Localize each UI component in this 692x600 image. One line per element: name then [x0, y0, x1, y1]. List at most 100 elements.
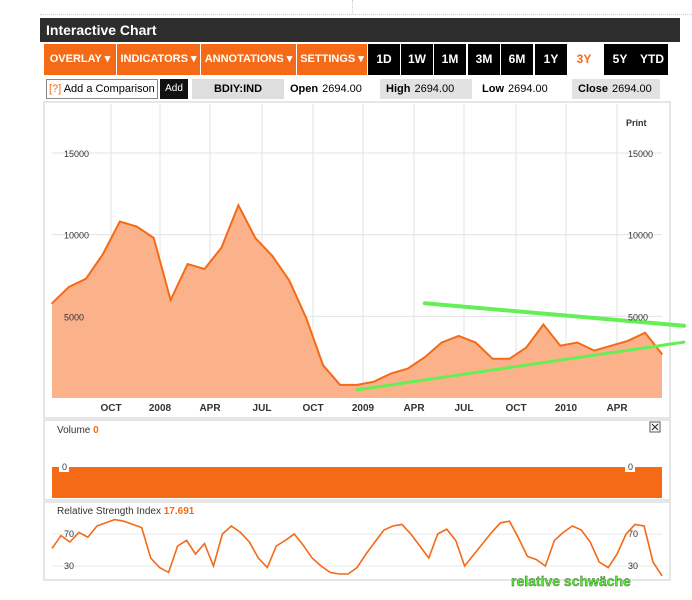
price-area: [51, 202, 663, 398]
price-point: [271, 255, 274, 257]
rsi-tick-label-right: 70: [628, 529, 638, 539]
trendline-lower: [355, 340, 686, 392]
comparison-input[interactable]: [?] Add a Comparison: [46, 79, 158, 99]
close-label: Close: [578, 83, 608, 95]
price-point: [644, 331, 646, 334]
price-point: [440, 341, 443, 344]
price-point: [102, 253, 104, 256]
volume-panel: Volume 00 0: [43, 419, 671, 501]
price-point: [542, 323, 545, 326]
x-tick-label: APR: [403, 403, 425, 414]
range-button-1w[interactable]: 1W: [401, 44, 433, 75]
price-point: [152, 237, 155, 239]
price-point: [237, 204, 240, 207]
volume-label: 0: [628, 462, 633, 472]
settings-menu-button[interactable]: SETTINGS ▾: [297, 44, 368, 75]
x-tick-label: OCT: [100, 403, 121, 414]
volume-label-bg: [625, 461, 635, 472]
comparison-placeholder: Add a Comparison: [63, 83, 155, 95]
x-tick-label: 2010: [555, 403, 578, 414]
price-point: [457, 335, 460, 337]
price-point: [339, 384, 341, 386]
low-value: 2694.00: [508, 83, 548, 95]
print-link[interactable]: Print: [626, 118, 647, 128]
rsi-panel: Relative Strength Index 17.691 30 30 70 70: [43, 501, 671, 581]
range-button-ytd[interactable]: YTD: [636, 44, 668, 75]
range-button-1m[interactable]: 1M: [434, 44, 466, 75]
high-label: High: [386, 83, 411, 95]
price-point: [186, 263, 189, 265]
x-tick-label: 2008: [149, 403, 172, 414]
rsi-series-line: [51, 518, 663, 577]
toolbar: OVERLAY ▾ INDICATORS ▾ ANNOTATIONS ▾ SET…: [44, 44, 676, 75]
top-divider: [40, 0, 692, 15]
close-value: 2694.00: [611, 83, 652, 95]
x-tick-label: APR: [606, 403, 628, 414]
range-button-6m[interactable]: 6M: [501, 44, 533, 75]
high-value: 2694.00: [414, 83, 455, 95]
range-button-3y[interactable]: 3Y: [568, 44, 600, 75]
page-title: Interactive Chart: [46, 22, 157, 38]
add-comparison-button[interactable]: Add: [160, 79, 188, 99]
range-button-1y[interactable]: 1Y: [535, 44, 567, 75]
volume-bar: [52, 467, 662, 498]
price-point: [576, 341, 579, 344]
volume-label-bg: [59, 461, 69, 472]
close-stat: Close 2694.00: [572, 79, 660, 99]
price-point: [474, 341, 477, 344]
x-tick-label: JUL: [455, 403, 474, 414]
low-stat: Low 2694.00: [476, 79, 568, 99]
price-point: [119, 220, 121, 223]
price-point: [288, 279, 291, 282]
price-point: [559, 344, 562, 347]
price-area-fill: [52, 205, 662, 398]
y-tick-label-right: 5000: [628, 312, 648, 322]
price-point: [220, 246, 223, 249]
range-button-3m[interactable]: 3M: [468, 44, 500, 75]
price-point: [85, 278, 87, 280]
price-point: [593, 349, 595, 352]
x-tick-label: 2009: [352, 403, 375, 414]
open-label: Open: [290, 83, 319, 95]
price-point: [508, 358, 511, 360]
range-button-5y[interactable]: 5Y: [604, 44, 636, 75]
rsi-tick-label-right: 30: [628, 561, 638, 571]
price-point: [356, 384, 358, 386]
x-tick-label: OCT: [505, 403, 526, 414]
price-point: [373, 380, 375, 383]
range-button-1d[interactable]: 1D: [368, 44, 400, 75]
price-point: [610, 344, 612, 347]
x-tick-label: APR: [199, 403, 221, 414]
overlay-menu-button[interactable]: OVERLAY ▾: [44, 44, 117, 75]
price-point: [51, 302, 53, 305]
price-point: [169, 299, 172, 301]
annotations-menu-button[interactable]: ANNOTATIONS ▾: [201, 44, 297, 75]
watermark-label: relative schwäche: [511, 573, 631, 589]
volume-value: 0: [93, 425, 99, 436]
price-point: [390, 372, 392, 375]
price-point: [491, 358, 494, 360]
x-tick-label: JUL: [253, 403, 272, 414]
price-point: [424, 356, 426, 359]
y-tick-label-right: 15000: [628, 149, 653, 159]
price-point: [254, 237, 257, 239]
price-point: [135, 225, 138, 228]
price-point: [661, 353, 663, 355]
trendlines: [355, 301, 686, 392]
price-point: [525, 346, 528, 349]
open-value: 2694.00: [322, 83, 362, 95]
price-point: [68, 286, 70, 288]
rsi-tick-label-left: 30: [64, 561, 74, 571]
y-tick-label-left: 15000: [64, 149, 89, 159]
trendline-upper: [422, 301, 686, 328]
indicators-menu-button[interactable]: INDICATORS ▾: [117, 44, 201, 75]
open-stat: Open 2694.00: [284, 79, 376, 99]
volume-title: Volume 0: [57, 425, 99, 436]
rsi-tick-label-left: 70: [64, 529, 74, 539]
help-icon[interactable]: [?]: [49, 83, 62, 95]
ticker-symbol: BDIY:IND: [192, 79, 284, 99]
y-tick-label-right: 10000: [628, 231, 653, 241]
y-tick-label-left: 5000: [64, 312, 84, 322]
price-axis-labels: 5000 5000 10000 10000 15000 15000 OCT 2008 APR JU…: [64, 149, 653, 414]
